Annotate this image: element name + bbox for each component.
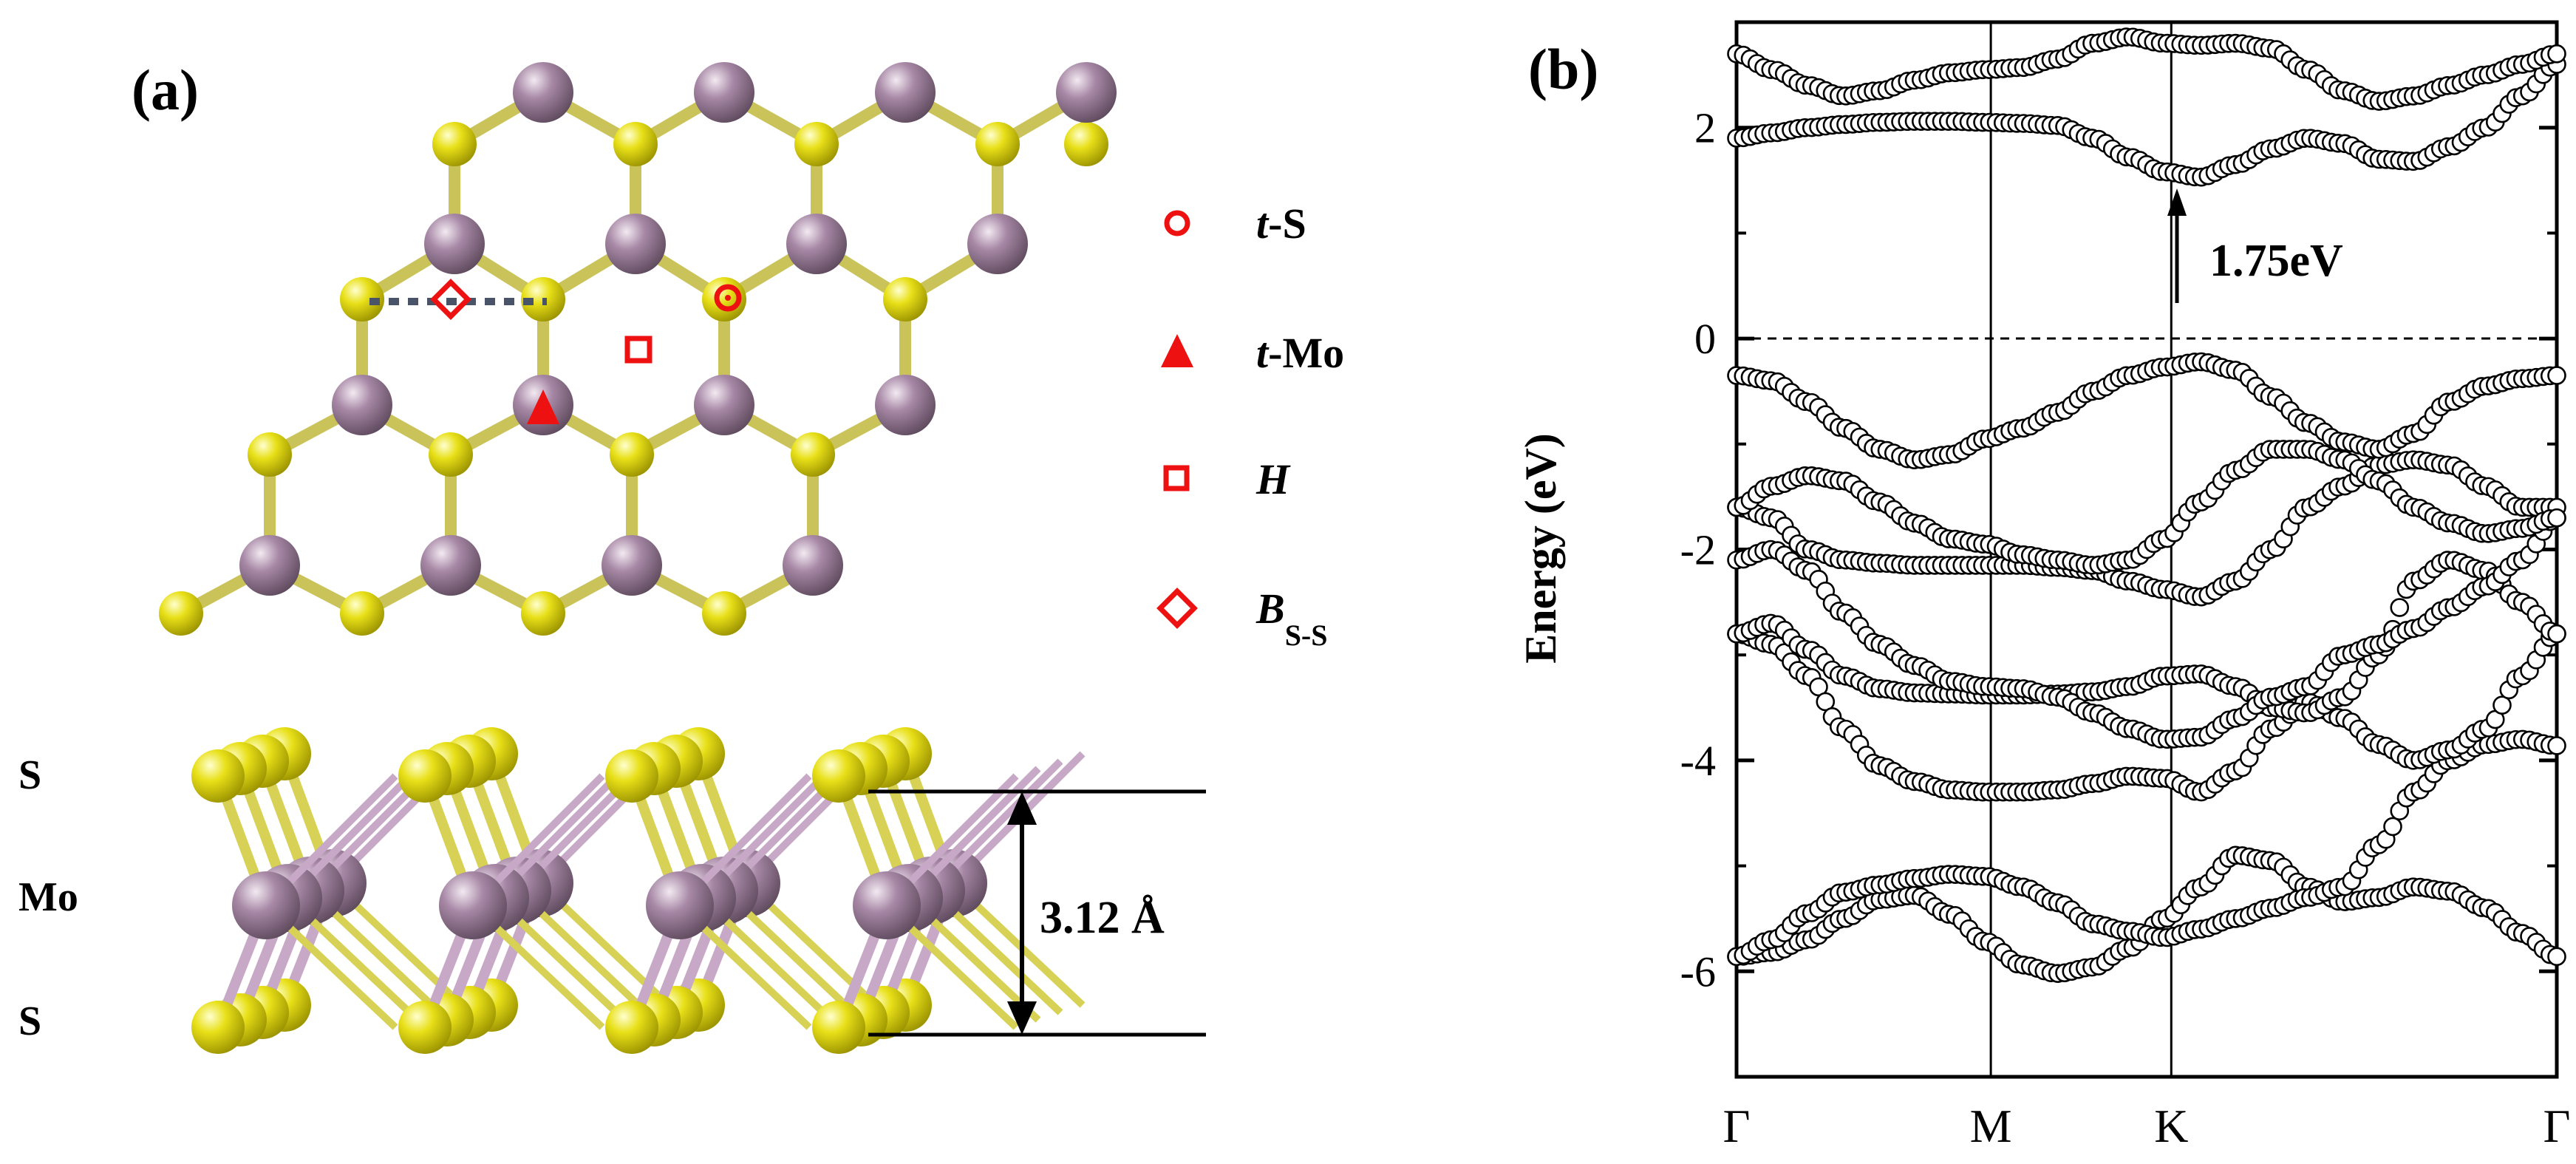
s-atom <box>429 432 473 477</box>
mo-atom <box>783 535 843 596</box>
svg-text:t-Mo: t-Mo <box>1256 329 1344 377</box>
band-structure-plot: 2 0 -2 -4 -6 Γ M K Γ 1.75eV <box>1680 20 2571 1152</box>
k-point-label: M <box>1970 1100 2012 1152</box>
s-atom <box>702 591 746 636</box>
band-point <box>2383 817 2402 837</box>
band-point <box>2547 44 2566 64</box>
band-point <box>2547 736 2566 755</box>
legend-item-b-s-s: BS-S <box>1156 585 1328 652</box>
s-atom <box>812 749 865 803</box>
s-atom <box>398 1001 452 1054</box>
svg-text:BS-S: BS-S <box>1255 585 1328 652</box>
s-atom <box>191 1001 245 1054</box>
top-mo-site-marker <box>527 389 559 424</box>
mo-atom <box>853 871 921 939</box>
svg-text:H: H <box>1255 455 1291 503</box>
s-atom <box>398 749 452 803</box>
k-point-label: Γ <box>1723 1100 1751 1152</box>
s-atom <box>883 277 927 321</box>
band-point <box>2547 624 2566 644</box>
s-atom <box>613 122 658 166</box>
band-point <box>1816 692 1836 712</box>
legend-item-t-s: t-S <box>1164 200 1306 248</box>
s-atom <box>340 277 384 321</box>
s-atom <box>521 591 565 636</box>
layer-label-s-top: S <box>18 752 41 798</box>
s-atom <box>432 122 477 166</box>
mo-atom <box>646 871 714 939</box>
s-atom <box>605 749 658 803</box>
mo-atom <box>605 214 666 274</box>
mo-atom <box>439 871 507 939</box>
y-tick-label: -2 <box>1680 526 1716 574</box>
mo-atom <box>513 62 573 123</box>
s-atom <box>340 591 384 636</box>
band-point <box>2492 695 2512 715</box>
mo-atom <box>420 535 481 596</box>
layer-label-s-bottom: S <box>18 998 41 1044</box>
legend-item-h: H <box>1163 455 1291 503</box>
svg-text:t-S: t-S <box>1256 200 1306 248</box>
legend-item-t-mo: t-Mo <box>1161 329 1344 377</box>
mo-atom <box>424 214 485 274</box>
mo-atom <box>694 62 754 123</box>
s-atom <box>248 432 292 477</box>
top-view-atoms <box>159 62 1117 636</box>
mo-atom <box>239 535 300 596</box>
panel-b: (b) Energy (eV) 2 0 -2 -4 -6 Γ M K Γ 1.75eV <box>1516 20 2571 1152</box>
mo-atom <box>786 214 847 274</box>
s-atom <box>791 432 835 477</box>
bridge-site-marker <box>430 279 471 320</box>
band-points <box>1727 27 2566 983</box>
mo-atom <box>967 214 1028 274</box>
s-atom <box>1064 122 1108 166</box>
layer-label-mo: Mo <box>18 874 78 920</box>
y-tick-label: -4 <box>1680 737 1716 785</box>
mo-atom <box>232 871 300 939</box>
top-s-site-marker <box>714 284 742 312</box>
mo-atom <box>875 375 936 435</box>
s-atom <box>975 122 1020 166</box>
side-view-structure <box>191 727 1086 1054</box>
y-tick-label: -6 <box>1680 947 1716 995</box>
band-point <box>2547 366 2566 385</box>
hollow-site-marker <box>624 336 652 364</box>
s-atom <box>610 432 654 477</box>
s-atom <box>812 1001 865 1054</box>
site-legend: t-S t-Mo H BS-S <box>1156 200 1344 652</box>
s-atom <box>159 591 203 636</box>
mo-atom <box>875 62 936 123</box>
panel-a: (a) t-S t-Mo <box>18 58 1344 1054</box>
s-atom <box>794 122 839 166</box>
thickness-label: 3.12 Å <box>1040 893 1165 943</box>
band-gap-arrow <box>2167 188 2187 303</box>
band-gap-label: 1.75eV <box>2209 236 2343 286</box>
panel-a-label: (a) <box>132 58 199 122</box>
s-atom <box>191 749 245 803</box>
k-point-label: K <box>2154 1100 2188 1152</box>
y-tick-label: 2 <box>1694 104 1716 152</box>
band-point <box>2390 598 2410 617</box>
band-point <box>2547 508 2566 528</box>
mo-atom <box>332 375 392 435</box>
site-markers <box>430 279 742 424</box>
k-point-label: Γ <box>2543 1100 2571 1152</box>
s-atom <box>605 1001 658 1054</box>
panel-b-label: (b) <box>1528 37 1598 101</box>
mo-atom <box>694 375 754 435</box>
mo-atom <box>602 535 662 596</box>
y-tick-label: 0 <box>1694 315 1716 363</box>
mo-atom <box>1056 62 1117 123</box>
thickness-annotation: 3.12 Å <box>868 789 1206 1037</box>
y-axis-title: Energy (eV) <box>1516 433 1565 664</box>
band-point <box>2547 947 2566 967</box>
